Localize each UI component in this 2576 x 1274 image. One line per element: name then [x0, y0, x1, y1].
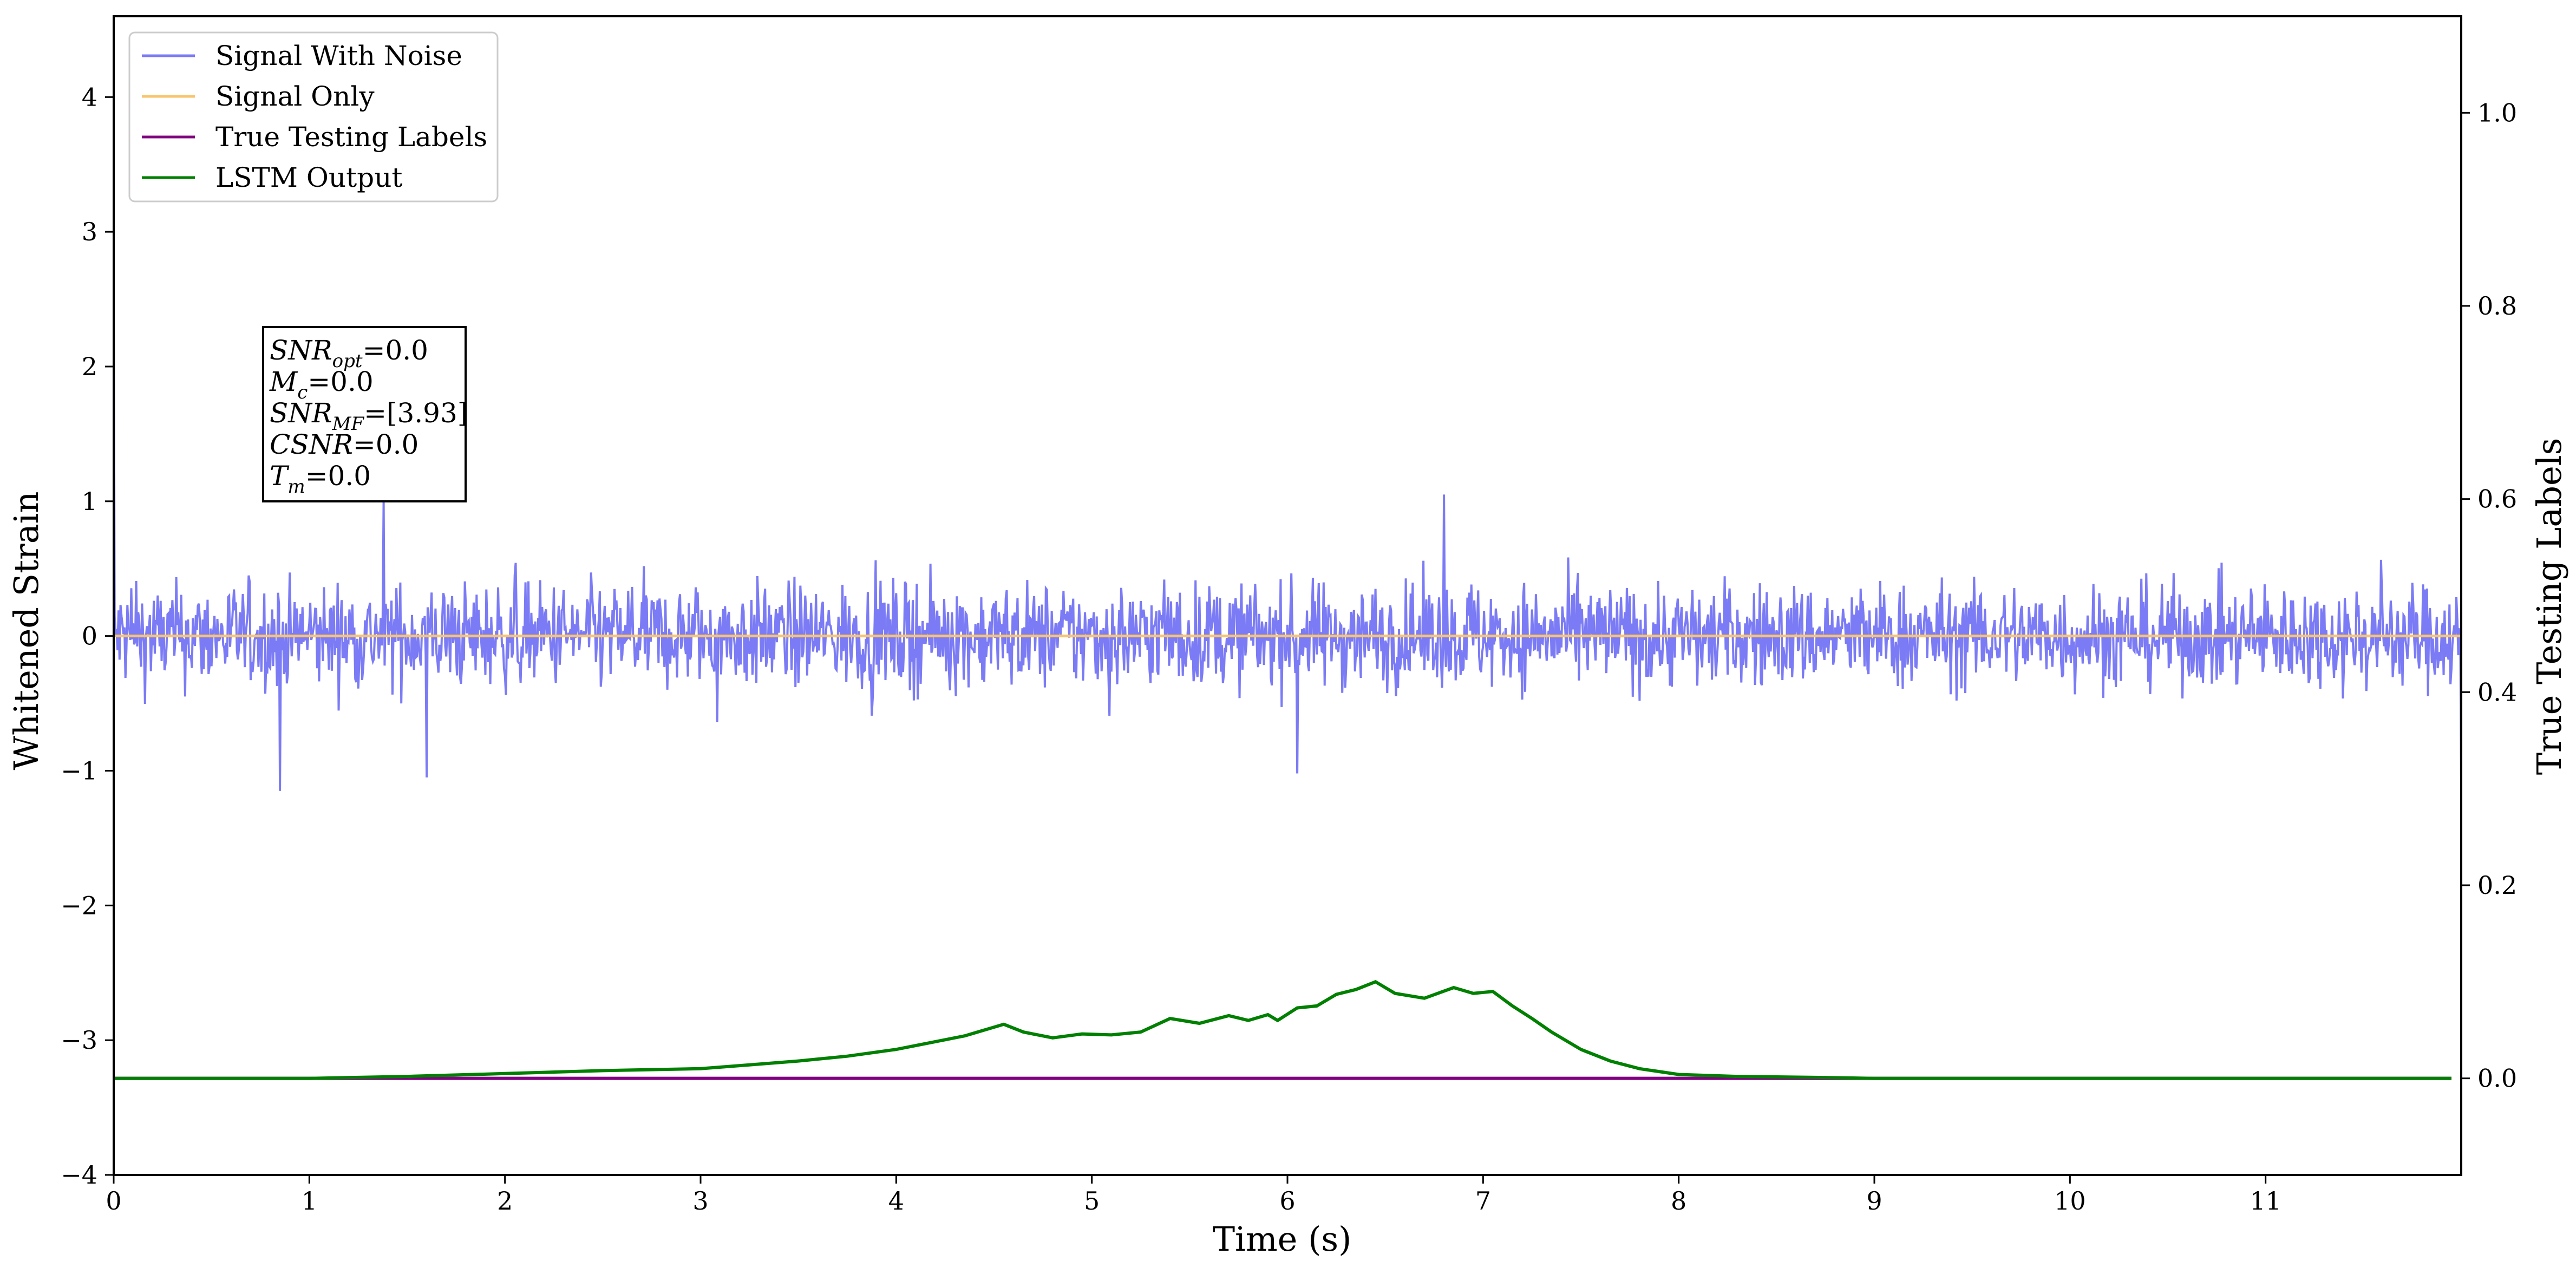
- y-right-tick-label: 0.8: [2477, 291, 2517, 321]
- x-axis-label: Time (s): [1213, 1219, 1352, 1259]
- y-left-tick-label: 1: [82, 487, 97, 516]
- y-left-tick-label: −1: [61, 756, 97, 785]
- annotation-line-snr-opt: SNRopt=0.0: [270, 335, 428, 372]
- x-tick-label: 5: [1084, 1186, 1100, 1216]
- y-left-tick-label: −2: [61, 891, 97, 920]
- y-axis-label-left: Whitened Strain: [6, 492, 46, 770]
- x-tick-label: 7: [1475, 1186, 1491, 1216]
- y-left-tick-label: 4: [82, 82, 97, 112]
- annotation-line-tm: Tm=0.0: [270, 460, 371, 498]
- legend-label-lstm-output: LSTM Output: [215, 162, 402, 193]
- legend-label-signal-only: Signal Only: [215, 81, 375, 112]
- y-right-tick-label: 0.4: [2477, 677, 2517, 707]
- y-right-tick-label: 0.0: [2477, 1064, 2517, 1093]
- axes: 0 1 2 3 4 5 6 7 8 9 10 11 −4 −3 −2 −1 0 1 2 3 4 0.0 0.2 0.4 0.6 0…: [61, 15, 2517, 1216]
- y-left-tick-label: 0: [82, 622, 97, 651]
- y-left-tick-label: −3: [61, 1025, 97, 1055]
- x-tick-label: 10: [2054, 1186, 2086, 1216]
- x-tick-label: 0: [106, 1186, 121, 1216]
- annotation-line-csnr: CSNR=0.0: [270, 429, 419, 460]
- y-left-tick-label: −4: [61, 1160, 97, 1190]
- series-signal-with-noise: [114, 285, 2461, 798]
- y-left-tick-label: 3: [82, 217, 97, 246]
- plot-area: [114, 285, 2461, 1080]
- annotation-line-mc: Mc=0.0: [269, 366, 374, 403]
- annotation-line-snr-mf: SNRMF=[3.93]: [270, 397, 468, 435]
- legend: Signal With Noise Signal Only True Testi…: [128, 31, 499, 202]
- x-tick-label: 11: [2250, 1186, 2281, 1216]
- legend-label-signal-with-noise: Signal With Noise: [215, 40, 462, 71]
- legend-label-true-testing-labels: True Testing Labels: [215, 121, 487, 153]
- annotation-border: [262, 326, 467, 502]
- legend-box: [128, 31, 499, 202]
- x-tick-label: 4: [888, 1186, 904, 1216]
- x-tick-label: 9: [1866, 1186, 1882, 1216]
- annotation-box: SNRopt=0.0 Mc=0.0 SNRMF=[3.93] CSNR=0.0 …: [262, 326, 468, 502]
- y-right-tick-label: 0.2: [2477, 871, 2517, 900]
- x-tick-label: 6: [1279, 1186, 1295, 1216]
- x-tick-label: 2: [497, 1186, 513, 1216]
- x-tick-label: 1: [302, 1186, 317, 1216]
- y-left-tick-label: 2: [82, 352, 97, 381]
- y-axis-label-right: True Testing Labels: [2529, 438, 2569, 775]
- x-tick-label: 3: [692, 1186, 708, 1216]
- y-right-tick-label: 0.6: [2477, 485, 2517, 514]
- x-tick-label: 8: [1671, 1186, 1686, 1216]
- y-right-tick-label: 1.0: [2477, 98, 2517, 127]
- series-lstm-output: [114, 979, 2451, 1080]
